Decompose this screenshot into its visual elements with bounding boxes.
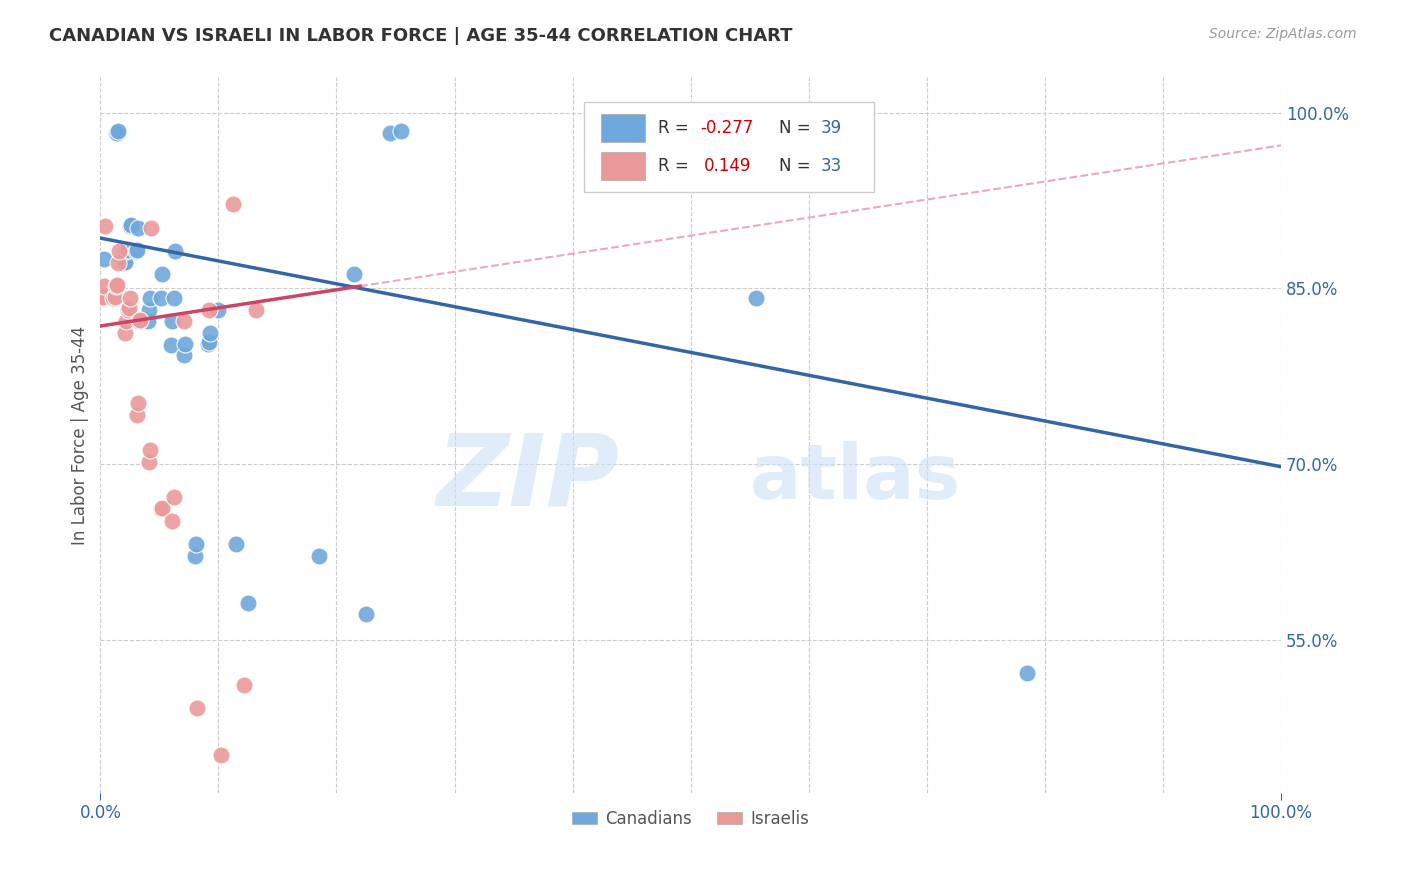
FancyBboxPatch shape xyxy=(585,103,873,192)
Text: N =: N = xyxy=(779,157,815,175)
Point xyxy=(94,219,117,234)
Point xyxy=(308,549,330,563)
Point xyxy=(197,336,219,351)
Point xyxy=(125,244,148,258)
Point xyxy=(117,302,139,317)
Point xyxy=(149,291,172,305)
Point xyxy=(138,455,160,469)
Point xyxy=(120,218,142,232)
Point xyxy=(744,291,766,305)
Point xyxy=(378,126,401,140)
Point xyxy=(129,313,152,327)
Point xyxy=(125,243,148,257)
Point xyxy=(184,549,207,563)
Point xyxy=(108,244,131,258)
Point xyxy=(186,701,208,715)
Point xyxy=(150,268,173,282)
Point xyxy=(90,291,112,305)
Point xyxy=(162,291,184,305)
Point xyxy=(162,314,184,328)
Point xyxy=(107,255,129,269)
Text: 33: 33 xyxy=(821,157,842,175)
Point xyxy=(236,596,259,610)
Point xyxy=(136,314,159,328)
Text: -0.277: -0.277 xyxy=(700,120,754,137)
Point xyxy=(209,748,232,763)
Point xyxy=(173,348,195,362)
Point xyxy=(118,219,141,234)
Point xyxy=(117,243,139,257)
Point xyxy=(173,314,195,328)
Point xyxy=(114,254,136,268)
Text: 0.149: 0.149 xyxy=(703,157,751,175)
Point xyxy=(127,220,149,235)
Text: ZIP: ZIP xyxy=(437,429,620,526)
Text: CANADIAN VS ISRAELI IN LABOR FORCE | AGE 35-44 CORRELATION CHART: CANADIAN VS ISRAELI IN LABOR FORCE | AGE… xyxy=(49,27,793,45)
Point xyxy=(139,443,162,458)
Point xyxy=(207,302,229,317)
Text: atlas: atlas xyxy=(749,441,960,515)
Point xyxy=(162,514,184,528)
Point xyxy=(138,302,160,317)
Point xyxy=(225,537,247,551)
Point xyxy=(105,126,128,140)
Point xyxy=(115,314,138,328)
Point xyxy=(1017,666,1039,681)
Point xyxy=(107,124,129,138)
Point xyxy=(139,291,162,305)
Point xyxy=(127,396,149,410)
Text: R =: R = xyxy=(658,157,699,175)
Point xyxy=(198,335,221,350)
Text: Source: ZipAtlas.com: Source: ZipAtlas.com xyxy=(1209,27,1357,41)
Point xyxy=(343,268,366,282)
Point xyxy=(162,490,184,504)
Point xyxy=(184,537,207,551)
Point xyxy=(103,290,125,304)
Point xyxy=(118,291,141,305)
Point xyxy=(174,336,197,351)
Point xyxy=(93,279,115,293)
Legend: Canadians, Israelis: Canadians, Israelis xyxy=(565,803,815,834)
Point xyxy=(125,408,148,422)
Text: 39: 39 xyxy=(821,120,842,137)
Point xyxy=(114,326,136,340)
Point xyxy=(118,301,141,316)
Point xyxy=(233,678,256,692)
Point xyxy=(160,338,183,352)
Point xyxy=(91,290,114,304)
Point xyxy=(221,197,243,211)
FancyBboxPatch shape xyxy=(600,153,644,180)
Text: R =: R = xyxy=(658,120,693,137)
Point xyxy=(104,126,127,140)
Point xyxy=(104,279,127,293)
Point xyxy=(198,302,221,317)
Point xyxy=(389,124,412,138)
Point xyxy=(245,302,267,317)
Point xyxy=(103,291,125,305)
Point xyxy=(163,244,186,258)
Point xyxy=(112,255,135,269)
Point xyxy=(354,607,377,622)
Point xyxy=(139,220,162,235)
Point xyxy=(149,502,172,516)
Point xyxy=(115,244,138,258)
Point xyxy=(150,500,173,515)
Text: N =: N = xyxy=(779,120,815,137)
Point xyxy=(198,326,221,340)
Point xyxy=(93,252,115,267)
Y-axis label: In Labor Force | Age 35-44: In Labor Force | Age 35-44 xyxy=(72,326,89,545)
Point xyxy=(128,314,150,328)
FancyBboxPatch shape xyxy=(600,114,644,142)
Point xyxy=(105,277,128,292)
